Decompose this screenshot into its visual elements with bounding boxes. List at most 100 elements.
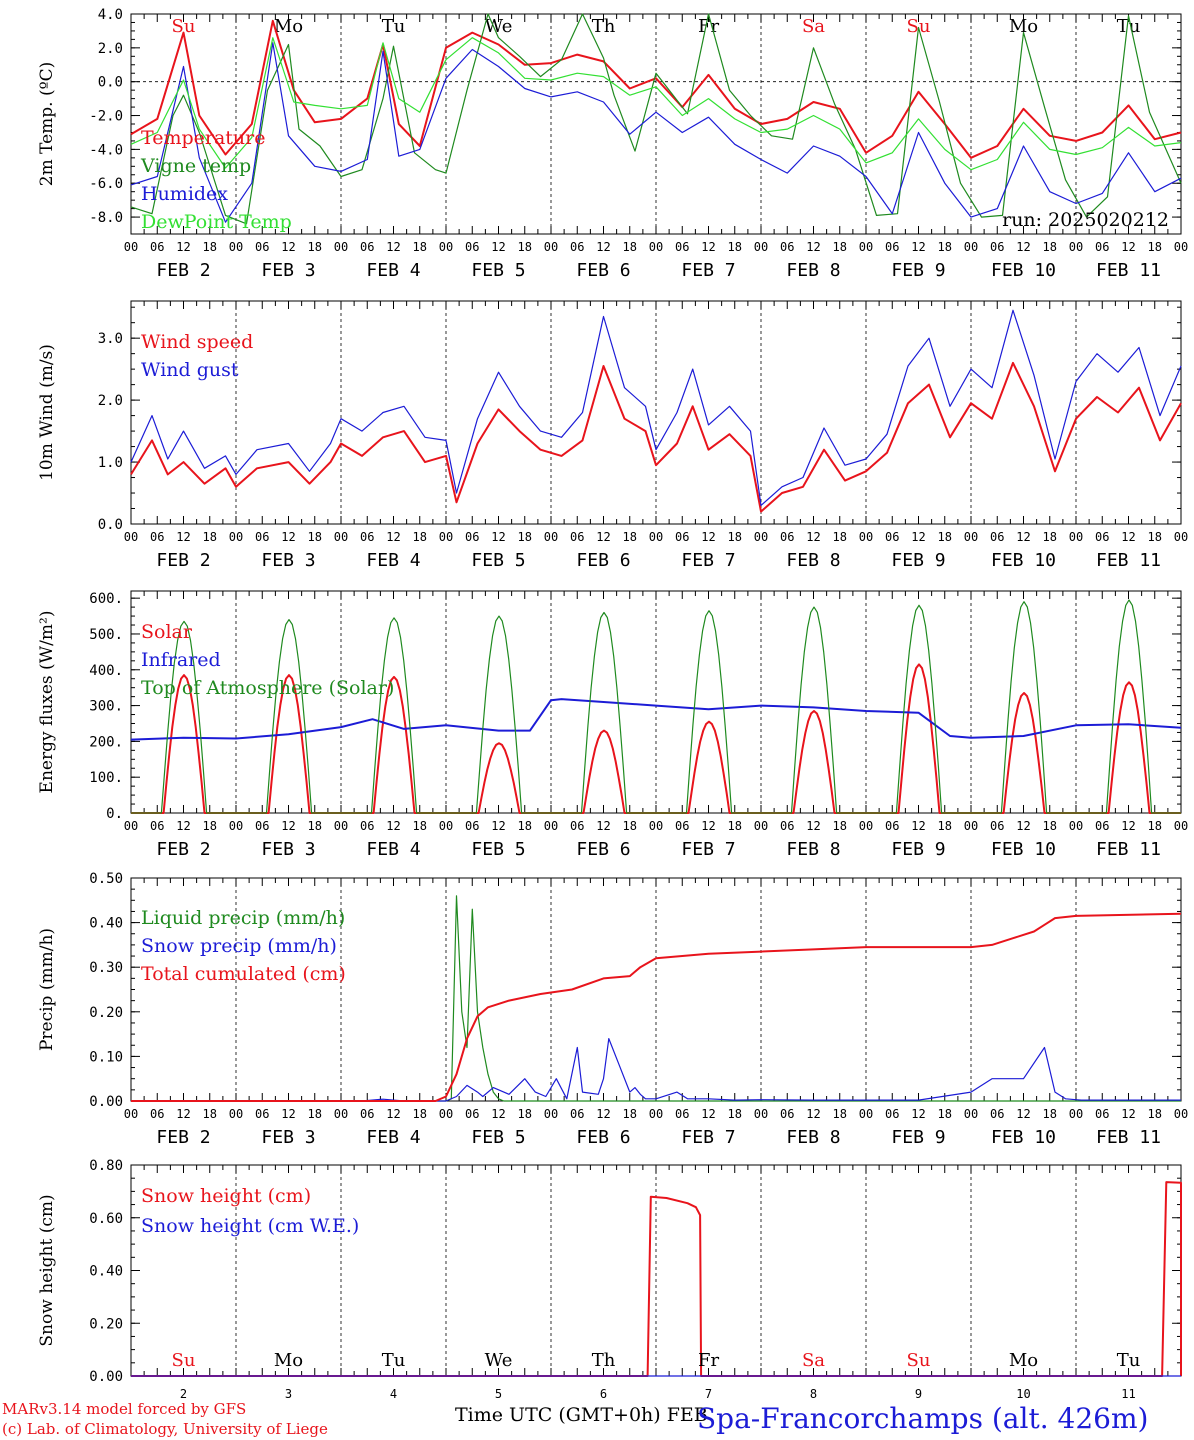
date-label: FEB 10 <box>991 550 1056 571</box>
day-number-label: 8 <box>810 1387 817 1401</box>
legend-item: Solar <box>141 621 193 643</box>
date-label: FEB 6 <box>576 1127 630 1148</box>
hour-tick-label: 18 <box>1043 1107 1057 1121</box>
hour-tick-label: 18 <box>938 240 952 254</box>
date-label: FEB 11 <box>1096 550 1161 571</box>
hour-tick-label: 06 <box>675 1107 689 1121</box>
panel-wind: 00 06 12 18 00 06 12 18 00 06 12 18 00 06 12 18 00 06 12 18… <box>37 300 1188 571</box>
hour-tick-label: 00 <box>649 819 663 833</box>
hour-tick-label: 12 <box>701 240 715 254</box>
legend-item: Snow height (cm) <box>141 1185 311 1207</box>
hour-tick-label: 18 <box>413 1107 427 1121</box>
hour-tick-label: 00 <box>1174 530 1188 544</box>
hour-tick-label: 18 <box>728 1107 742 1121</box>
hour-tick-label: 06 <box>465 530 479 544</box>
y-tick-label: 2.0 <box>98 41 123 57</box>
date-label: FEB 9 <box>891 550 945 571</box>
legend-item: Wind gust <box>141 359 239 381</box>
hour-tick-label: 06 <box>570 240 584 254</box>
date-label: FEB 7 <box>681 839 735 860</box>
y-tick-label: -6.0 <box>89 176 123 192</box>
legend-item: Top of Atmosphere (Solar) <box>141 677 394 699</box>
day-number-label: 9 <box>915 1387 922 1401</box>
hour-tick-label: 18 <box>938 1107 952 1121</box>
date-label: FEB 3 <box>261 550 315 571</box>
hour-tick-label: 12 <box>281 530 295 544</box>
hour-tick-label: 18 <box>623 1107 637 1121</box>
hour-tick-label: 00 <box>229 240 243 254</box>
date-label: FEB 10 <box>991 260 1056 281</box>
date-label: FEB 5 <box>471 1127 525 1148</box>
hour-tick-label: 00 <box>964 530 978 544</box>
hour-tick-label: 18 <box>833 530 847 544</box>
legend-item: DewPoint Temp <box>141 211 292 233</box>
hour-tick-label: 12 <box>281 1107 295 1121</box>
series-snow-precip-mm-h <box>131 1038 1181 1102</box>
weekday-label-bottom: Su <box>172 1350 196 1371</box>
location-label: Spa-Francorchamps (alt. 426m) <box>697 1402 1149 1435</box>
hour-tick-label: 00 <box>1174 819 1188 833</box>
hour-tick-label: 18 <box>728 530 742 544</box>
weekday-label-bottom: We <box>485 1350 513 1371</box>
hour-tick-label: 06 <box>150 530 164 544</box>
hour-tick-label: 00 <box>334 1107 348 1121</box>
weekday-label-top: Su <box>907 16 931 37</box>
hour-tick-label: 06 <box>885 240 899 254</box>
hour-tick-label: 06 <box>1095 1107 1109 1121</box>
legend-item: Liquid precip (mm/h) <box>141 907 345 929</box>
series-liquid-precip-mm-h <box>131 895 1181 1102</box>
y-tick-label: 100. <box>89 770 123 786</box>
hour-tick-label: 12 <box>176 530 190 544</box>
hour-tick-label: 00 <box>439 1107 453 1121</box>
hour-tick-label: 00 <box>439 819 453 833</box>
date-label: FEB 9 <box>891 1127 945 1148</box>
day-number-label: 2 <box>180 1387 187 1401</box>
legend-item: Snow height (cm W.E.) <box>141 1215 359 1237</box>
date-label: FEB 7 <box>681 550 735 571</box>
hour-tick-label: 12 <box>491 240 505 254</box>
hour-tick-label: 12 <box>911 1107 925 1121</box>
hour-tick-label: 12 <box>1016 819 1030 833</box>
hour-tick-label: 18 <box>833 1107 847 1121</box>
hour-tick-label: 12 <box>911 240 925 254</box>
series-top-of-atmosphere-solar <box>131 599 1181 814</box>
hour-tick-label: 00 <box>964 240 978 254</box>
series-wind-gust <box>130 309 1182 506</box>
weekday-label-bottom: Mo <box>1009 1350 1038 1371</box>
hour-tick-label: 12 <box>1016 530 1030 544</box>
y-tick-label: 0.50 <box>89 871 123 887</box>
y-tick-label: 0.60 <box>89 1211 123 1227</box>
y-axis-title: Energy fluxes (W/m²) <box>37 611 57 794</box>
date-label: FEB 5 <box>471 550 525 571</box>
hour-tick-label: 00 <box>754 1107 768 1121</box>
hour-tick-label: 12 <box>176 1107 190 1121</box>
weekday-label-top: Sa <box>802 16 825 37</box>
y-tick-label: 0.20 <box>89 1005 123 1021</box>
hour-tick-label: 18 <box>1148 819 1162 833</box>
y-tick-label: 300. <box>89 699 123 715</box>
hour-tick-label: 18 <box>728 819 742 833</box>
date-label: FEB 8 <box>786 839 840 860</box>
series-total-cumulated-cm <box>131 912 1182 1102</box>
hour-tick-label: 18 <box>938 819 952 833</box>
date-label: FEB 8 <box>786 260 840 281</box>
hour-tick-label: 18 <box>623 240 637 254</box>
hour-tick-label: 06 <box>150 240 164 254</box>
hour-tick-label: 00 <box>1069 1107 1083 1121</box>
hour-tick-label: 06 <box>675 819 689 833</box>
legend-item: Temperature <box>141 127 265 149</box>
hour-tick-label: 06 <box>780 240 794 254</box>
hour-tick-label: 06 <box>255 1107 269 1121</box>
weekday-label-bottom: Sa <box>802 1350 825 1371</box>
y-tick-label: 0.0 <box>98 517 123 533</box>
date-label: FEB 8 <box>786 1127 840 1148</box>
legend-item: Total cumulated (cm) <box>141 963 346 985</box>
hour-tick-label: 12 <box>806 240 820 254</box>
weekday-label-bottom: Mo <box>274 1350 303 1371</box>
weekday-label-bottom: Fr <box>698 1350 719 1371</box>
date-label: FEB 10 <box>991 1127 1056 1148</box>
y-tick-label: 200. <box>89 734 123 750</box>
hour-tick-label: 12 <box>386 240 400 254</box>
hour-tick-label: 00 <box>964 819 978 833</box>
